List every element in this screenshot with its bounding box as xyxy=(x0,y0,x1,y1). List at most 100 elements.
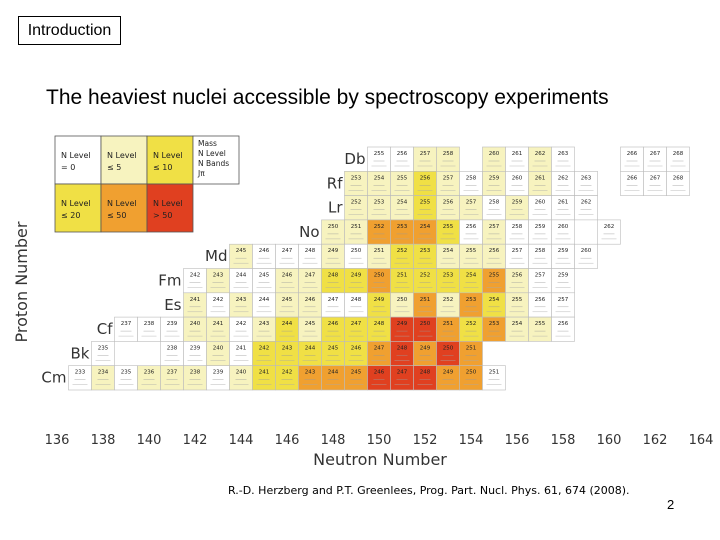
nuclide-mass-label: 258 xyxy=(443,151,454,157)
nuclide-mass-label: 244 xyxy=(282,321,293,327)
nuclide-mass-label: 258 xyxy=(466,175,477,181)
nuclide-mass-label: 248 xyxy=(328,273,339,279)
legend-key-line: N Bands xyxy=(198,159,229,168)
nuclide-mass-label: 250 xyxy=(351,248,362,254)
legend-swatch xyxy=(100,183,148,233)
legend-entry-label: N Level xyxy=(107,151,137,160)
x-tick-label: 162 xyxy=(643,433,668,448)
nuclide-mass-label: 240 xyxy=(236,370,247,376)
nuclide-mass-label: 249 xyxy=(443,370,454,376)
x-tick-label: 146 xyxy=(275,433,300,448)
nuclide-mass-label: 247 xyxy=(351,321,362,327)
nuclide-mass-label: 243 xyxy=(236,297,247,303)
nuclide-mass-label: 255 xyxy=(535,321,546,327)
nuclide-mass-label: 235 xyxy=(121,370,132,376)
legend-entry-value: > 50 xyxy=(153,211,172,220)
nuclide-mass-label: 247 xyxy=(328,297,339,303)
legend-key-box xyxy=(192,135,240,185)
nuclide-mass-label: 262 xyxy=(558,175,569,181)
nuclide-mass-label: 237 xyxy=(167,370,178,376)
nuclide-mass-label: 260 xyxy=(581,248,592,254)
nuclide-mass-label: 259 xyxy=(558,248,569,254)
legend-swatch xyxy=(100,135,148,185)
nuclide-mass-label: 253 xyxy=(351,175,362,181)
nuclide-mass-label: 251 xyxy=(443,321,454,327)
element-label-cm: Cm xyxy=(41,369,66,387)
nuclide-mass-label: 261 xyxy=(558,200,569,206)
legend-entry-label: N Level xyxy=(153,199,183,208)
nuclide-mass-label: 250 xyxy=(374,273,385,279)
nuclide-mass-label: 243 xyxy=(282,345,293,351)
x-tick-labels: 136 138 140 142 144 146 148 150 152 154 156 158 160 1… xyxy=(45,433,714,448)
nuclide-mass-label: 266 xyxy=(627,175,638,181)
legend-swatch xyxy=(146,135,194,185)
nuclide-mass-label: 250 xyxy=(443,345,454,351)
nuclide-cell xyxy=(574,195,598,221)
element-label-bk: Bk xyxy=(71,344,90,362)
legend-swatch xyxy=(54,183,102,233)
nuclide-mass-label: 250 xyxy=(420,321,431,327)
nuclide-mass-label: 253 xyxy=(420,248,431,254)
nuclide-mass-label: 260 xyxy=(535,200,546,206)
nuclide-mass-label: 242 xyxy=(282,370,293,376)
nuclide-mass-label: 244 xyxy=(328,370,339,376)
nuclide-mass-label: 242 xyxy=(190,273,201,279)
nuclide-mass-label: 254 xyxy=(420,224,431,230)
nuclide-mass-label: 262 xyxy=(535,151,546,157)
nuclide-mass-label: 254 xyxy=(397,200,408,206)
nuclide-mass-label: 251 xyxy=(420,297,431,303)
nuclide-mass-label: 258 xyxy=(489,200,500,206)
nuclide-mass-label: 242 xyxy=(259,345,270,351)
nuclide-mass-label: 267 xyxy=(650,151,661,157)
x-tick-label: 144 xyxy=(229,433,254,448)
nuclide-mass-label: 240 xyxy=(213,345,224,351)
nuclide-mass-label: 256 xyxy=(397,151,408,157)
nuclide-mass-label: 268 xyxy=(673,151,684,157)
nuclide-mass-label: 260 xyxy=(489,151,500,157)
nuclide-mass-label: 249 xyxy=(397,321,408,327)
element-label-es: Es xyxy=(164,296,181,314)
nuclide-mass-label: 241 xyxy=(236,345,247,351)
nuclide-mass-label: 247 xyxy=(374,345,385,351)
nuclide-mass-label: 255 xyxy=(466,248,477,254)
nuclide-mass-label: 254 xyxy=(443,248,454,254)
nuclide-mass-label: 254 xyxy=(374,175,385,181)
nuclide-mass-label: 259 xyxy=(489,175,500,181)
legend-entry-value: ≤ 50 xyxy=(107,211,126,220)
nuclide-mass-label: 256 xyxy=(420,175,431,181)
page-number: 2 xyxy=(667,497,675,512)
nuclide-mass-label: 248 xyxy=(397,345,408,351)
nuclide-mass-label: 262 xyxy=(604,224,615,230)
y-axis-label: Proton Number xyxy=(12,221,31,342)
nuclide-mass-label: 246 xyxy=(259,248,270,254)
nuclide-mass-label: 252 xyxy=(466,321,477,327)
nuclide-cell xyxy=(666,171,690,196)
nuclide-mass-label: 252 xyxy=(351,200,362,206)
nuclide-mass-label: 241 xyxy=(213,321,224,327)
nuclide-cell xyxy=(597,219,621,245)
nuclide-mass-label: 256 xyxy=(512,273,523,279)
nuclide-mass-label: 237 xyxy=(121,321,132,327)
nuclide-mass-label: 246 xyxy=(374,370,385,376)
nuclide-mass-label: 245 xyxy=(282,297,293,303)
nuclide-mass-label: 255 xyxy=(420,200,431,206)
nuclide-mass-label: 244 xyxy=(305,345,316,351)
nuclide-mass-label: 254 xyxy=(489,297,500,303)
element-label-md: Md xyxy=(205,247,227,265)
nuclide-mass-label: 252 xyxy=(420,273,431,279)
x-tick-label: 164 xyxy=(689,433,714,448)
nuclide-mass-label: 257 xyxy=(512,248,523,254)
nuclide-mass-label: 257 xyxy=(466,200,477,206)
nuclide-mass-label: 257 xyxy=(443,175,454,181)
nuclide-mass-label: 238 xyxy=(190,370,201,376)
nuclide-mass-label: 249 xyxy=(351,273,362,279)
nuclide-mass-label: 238 xyxy=(144,321,155,327)
nuclide-mass-label: 259 xyxy=(512,200,523,206)
x-tick-label: 150 xyxy=(367,433,392,448)
nuclide-mass-label: 242 xyxy=(236,321,247,327)
nuclide-mass-label: 236 xyxy=(144,370,155,376)
nuclide-mass-label: 257 xyxy=(420,151,431,157)
nuclide-mass-label: 250 xyxy=(397,297,408,303)
nuclide-cell xyxy=(482,365,506,391)
